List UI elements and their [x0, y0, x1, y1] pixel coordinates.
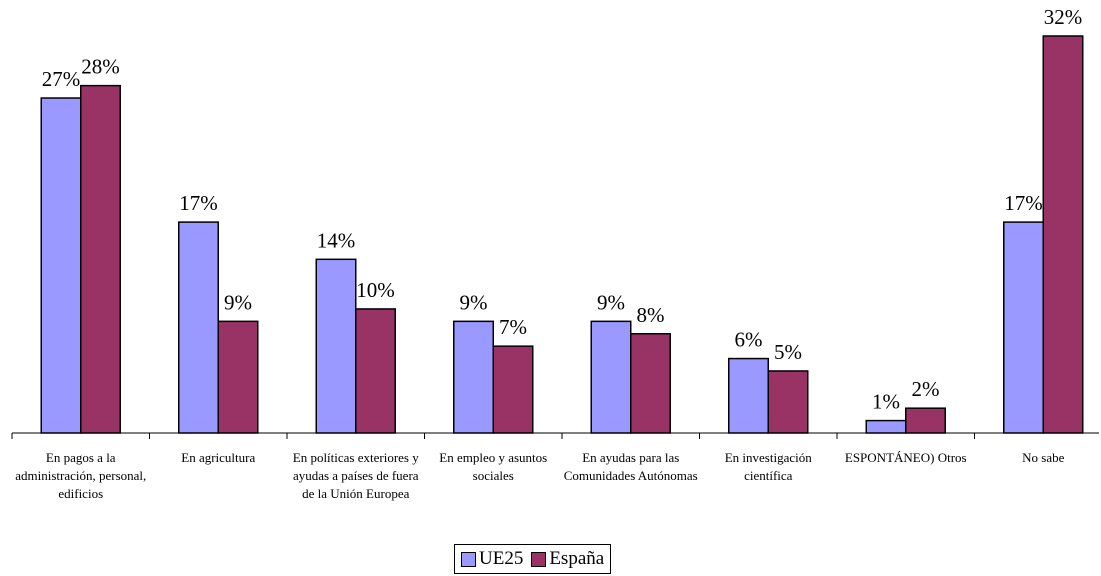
bar-ue25 [40, 97, 82, 434]
category-label: En pagos a la administración, personal, … [15, 450, 147, 501]
bar-espana [355, 308, 396, 434]
bar-espana [80, 84, 121, 434]
value-labels-group: 27%28% 17% 9% 14% 10% 9% 7% 9% 8% 6% 5% 1% 2% 17% 32% [42, 5, 1083, 414]
data-label-espana: 28% [81, 55, 120, 79]
category-label: En ayudas para las Comunidades Autónomas [563, 450, 698, 483]
data-label-ue25: 9% [597, 290, 625, 314]
bar-espana [905, 407, 946, 434]
data-label-espana: 8% [637, 303, 665, 327]
data-label-ue25: 6% [735, 328, 763, 352]
category-label: No sabe [1022, 450, 1065, 465]
data-label-ue25: 9% [460, 290, 488, 314]
data-label-ue25: 27% [42, 67, 81, 91]
bar-ue25 [865, 419, 907, 434]
legend-swatch-espana [531, 551, 547, 567]
data-label-espana: 9% [224, 290, 252, 314]
legend-swatch-ue25 [461, 551, 476, 567]
bar-espana [492, 345, 534, 434]
category-label: En empleo y asuntos sociales [439, 450, 548, 483]
legend-label-ue25: UE25 [479, 548, 524, 569]
bar-ue25 [178, 221, 219, 434]
bar-espana [767, 370, 809, 434]
data-label-espana: 5% [774, 340, 802, 364]
category-label: ESPONTÁNEO) Otros [844, 450, 967, 465]
legend-label-espana: España [549, 548, 605, 569]
category-label: En agricultura [181, 450, 256, 465]
data-label-ue25: 17% [179, 191, 218, 215]
category-label: En políticas exteriores y ayudas a paíse… [292, 450, 419, 501]
bar-espana [630, 333, 671, 434]
bar-ue25 [590, 320, 632, 434]
data-label-espana: 10% [356, 278, 395, 302]
bars-group [40, 35, 1084, 434]
category-label: En investigación científica [724, 450, 812, 483]
x-axis-ticks [11, 433, 975, 439]
legend: UE25 España [454, 544, 612, 574]
bar-espana [1042, 35, 1084, 434]
bar-ue25 [728, 357, 769, 434]
bar-ue25 [1003, 221, 1044, 434]
data-label-ue25: 14% [317, 228, 356, 252]
data-label-ue25: 17% [1004, 191, 1043, 215]
data-label-ue25: 1% [872, 390, 900, 414]
bar-espana [217, 320, 259, 434]
data-label-espana: 2% [912, 377, 940, 401]
legend-item-espana: España [531, 548, 604, 570]
data-label-espana: 7% [499, 315, 527, 339]
legend-item-ue25: UE25 [461, 548, 523, 570]
data-label-espana: 32% [1044, 5, 1083, 29]
bar-ue25 [315, 258, 357, 434]
bar-chart: 27%28% 17% 9% 14% 10% 9% 7% 9% 8% 6% 5% 1% 2% 17% 32% [11, 5, 1099, 439]
bar-ue25 [453, 320, 494, 434]
